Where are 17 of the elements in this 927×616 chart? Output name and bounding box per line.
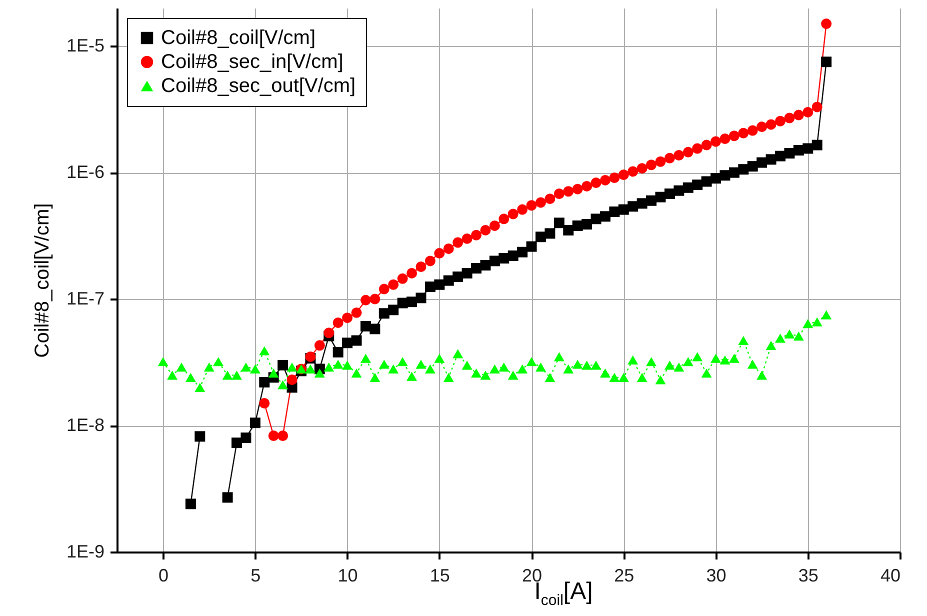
x-tick-label: 15 <box>430 566 450 586</box>
y-axis-title: Coil#8_coil[V/cm] <box>31 203 54 358</box>
x-tick-label: 10 <box>338 566 358 586</box>
y-tick-label: 1E-8 <box>66 415 104 436</box>
y-tick-label: 1E-5 <box>66 36 104 56</box>
y-tick-label: 1E-6 <box>66 162 104 182</box>
x-tick-label: 40 <box>880 566 900 586</box>
x-tick-label: 35 <box>798 566 818 586</box>
x-tick-label: 25 <box>614 566 634 586</box>
x-tick-label: 0 <box>158 566 169 586</box>
legend-label: Coil#8_coil[V/cm] <box>161 27 316 49</box>
x-tick-label: 5 <box>250 566 261 586</box>
legend-label: Coil#8_sec_in[V/cm] <box>161 51 344 73</box>
y-tick-label: 1E-7 <box>66 288 104 309</box>
y-tick-label: 1E-9 <box>66 542 104 562</box>
x-tick-label: 30 <box>706 566 726 586</box>
legend-label: Coil#8_sec_out[V/cm] <box>161 75 356 97</box>
